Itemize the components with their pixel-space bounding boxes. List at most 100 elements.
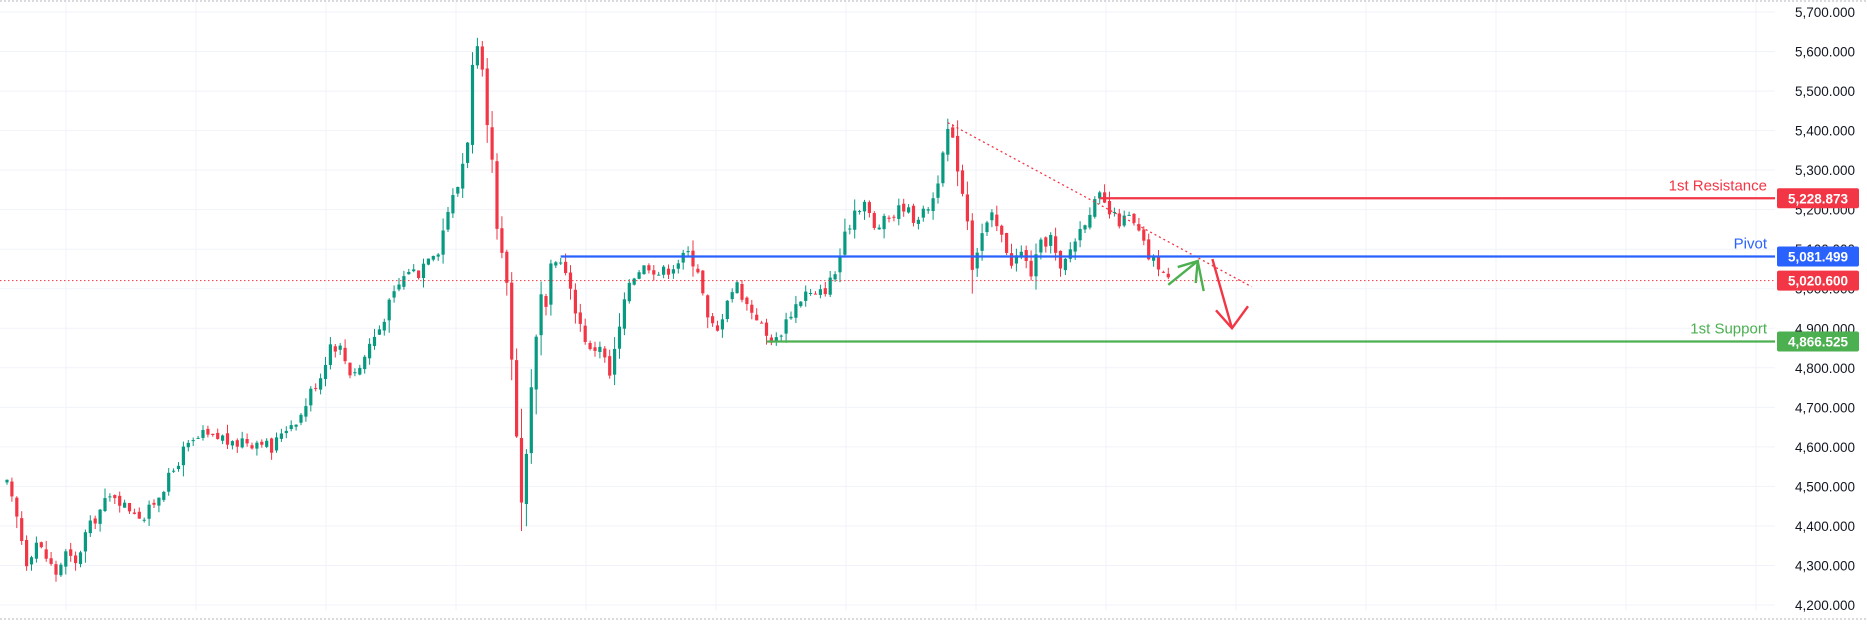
candle-body	[902, 203, 906, 212]
y-tick-label: 4,800.000	[1795, 361, 1855, 376]
candle-body	[407, 271, 411, 275]
candle-body	[593, 347, 597, 351]
candle-body	[368, 343, 372, 359]
candle-body	[828, 277, 832, 295]
y-tick-label: 4,200.000	[1795, 598, 1855, 613]
candle-body	[632, 278, 636, 285]
candle-body	[333, 346, 337, 352]
candle-body	[466, 142, 470, 163]
candle-body	[1112, 212, 1116, 214]
candle-body	[715, 325, 720, 331]
candle-body	[162, 491, 166, 500]
candle-body	[343, 347, 347, 362]
candle-body	[1098, 192, 1102, 199]
candle-body	[196, 437, 200, 439]
candle-body	[696, 268, 700, 273]
y-tick-label: 4,700.000	[1795, 400, 1855, 415]
candle-body	[662, 266, 666, 275]
resistance-level-badge	[1777, 188, 1859, 209]
candle-body	[524, 453, 528, 505]
candle-body	[720, 319, 724, 330]
candle-body	[299, 414, 303, 423]
candle-body	[353, 372, 357, 374]
candle-body	[1137, 224, 1141, 231]
candle-body	[583, 325, 587, 342]
y-tick-label: 5,600.000	[1795, 45, 1855, 60]
candle-body	[1132, 213, 1136, 223]
candle-body	[132, 512, 136, 514]
candle-body	[573, 289, 577, 314]
candle-body	[1054, 236, 1058, 253]
candle-body	[745, 297, 749, 305]
candle-body	[176, 465, 181, 470]
candle-body	[230, 441, 234, 446]
candle-body	[1078, 229, 1082, 241]
candle-body	[181, 446, 185, 466]
candle-body	[402, 276, 406, 287]
candle-body	[911, 205, 916, 223]
candle-body	[769, 337, 773, 343]
pivot-level-badge-text: 5,081.499	[1788, 250, 1848, 265]
candle-body	[83, 532, 87, 552]
candle-body	[1117, 213, 1121, 227]
candle-body	[1068, 249, 1072, 259]
candle-body	[39, 542, 43, 548]
candle-body	[93, 518, 97, 524]
candle-body	[1156, 255, 1161, 270]
candle-body	[505, 251, 509, 283]
candle-body	[652, 270, 656, 275]
candle-body	[475, 46, 479, 66]
candle-body	[103, 498, 107, 512]
candle-body	[221, 435, 225, 441]
candle-body	[838, 256, 842, 273]
resistance-level-badge-text: 5,228.873	[1788, 191, 1849, 206]
support-level-name: 1st Support	[1690, 321, 1768, 338]
candle-body	[887, 217, 891, 219]
candle-body	[363, 356, 367, 370]
descending-trendline[interactable]	[947, 122, 1252, 288]
candle-body	[167, 472, 171, 492]
candle-body	[647, 265, 651, 271]
candle-body	[382, 321, 386, 331]
candle-body	[926, 209, 930, 211]
candle-body	[1088, 214, 1092, 228]
candle-body	[995, 214, 999, 227]
candle-body	[598, 346, 602, 352]
candle-body	[774, 337, 778, 342]
candle-body	[470, 64, 475, 145]
candle-body	[5, 479, 9, 483]
candle-body	[284, 430, 288, 434]
candle-body	[946, 128, 950, 155]
candle-body	[755, 314, 759, 321]
candle-body	[250, 445, 254, 449]
candle-body	[858, 211, 862, 213]
candle-body	[941, 152, 945, 184]
candle-body	[191, 440, 195, 442]
candle-body	[142, 519, 146, 521]
support-level-badge	[1777, 331, 1859, 352]
candle-body	[897, 205, 901, 219]
price-badges: 5,228.873 5,081.499 4,866.525 5,020.600	[1777, 188, 1859, 352]
y-tick-label: 5,700.000	[1795, 5, 1855, 20]
candle-body	[10, 481, 14, 497]
candle-body	[421, 263, 426, 279]
candle-body	[279, 433, 283, 439]
candle-body	[98, 509, 102, 524]
candle-body	[564, 261, 568, 274]
candle-body	[294, 424, 298, 427]
candle-body	[1034, 254, 1038, 277]
candle-body	[539, 294, 543, 336]
candle-body	[78, 552, 83, 565]
candle-body	[671, 269, 675, 274]
candle-body	[451, 195, 455, 214]
candle-body	[794, 304, 798, 318]
pivot-level-name: Pivot	[1734, 236, 1768, 253]
candle-body	[764, 322, 769, 336]
candle-body	[1063, 258, 1067, 271]
candle-body	[1009, 253, 1014, 266]
candle-body	[706, 295, 710, 318]
candle-body	[1039, 239, 1043, 253]
candle-body	[44, 549, 48, 559]
candle-body	[358, 367, 362, 375]
